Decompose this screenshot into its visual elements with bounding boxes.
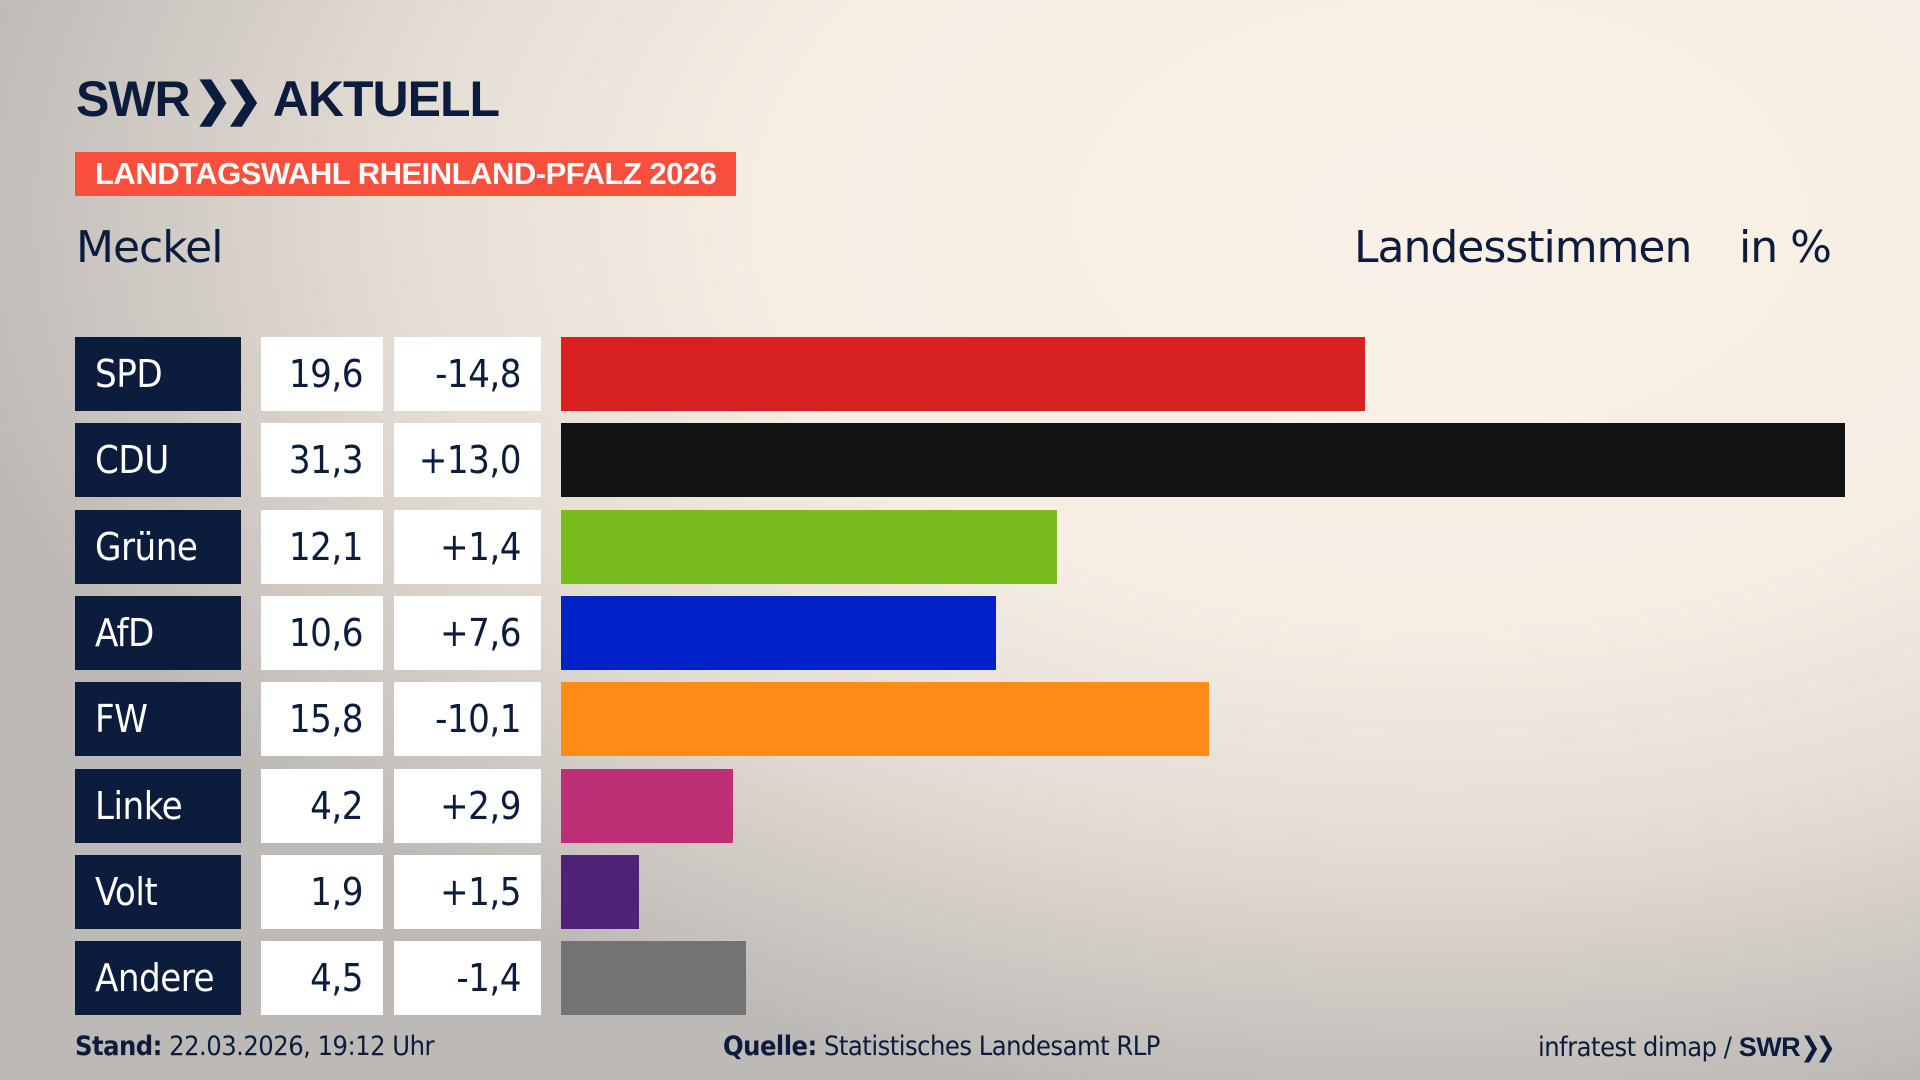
measure-label: Landesstimmen (1354, 222, 1692, 273)
party-label: CDU (75, 423, 241, 498)
quelle-label: Quelle: (723, 1031, 817, 1062)
diff-label: -10,1 (394, 682, 541, 757)
swr-aktuell-logo: SWR ❯❯ AKTUELL (76, 70, 500, 128)
value-label: 15,8 (261, 682, 383, 757)
diff-label: -1,4 (394, 941, 541, 1016)
credit-text: infratest dimap / (1538, 1032, 1732, 1063)
bar-volt (561, 854, 639, 929)
source: Quelle: Statistisches Landesamt RLP (723, 1030, 1160, 1064)
diff-label: +1,4 (394, 509, 541, 584)
bar-grüne (561, 509, 1058, 584)
stand-label: Stand: (75, 1031, 162, 1062)
credit: infratest dimap / SWR❯❯ (1538, 1030, 1836, 1065)
party-label: FW (75, 682, 241, 757)
value-label: 4,5 (261, 941, 383, 1016)
bar-linke (561, 768, 734, 843)
party-label: AfD (75, 595, 241, 670)
swr-small-logo: SWR (1738, 1032, 1801, 1062)
value-label: 4,2 (261, 768, 383, 843)
party-label: Andere (75, 941, 241, 1016)
party-label: Grüne (75, 509, 241, 584)
bar-fw (561, 682, 1210, 757)
diff-label: +7,6 (394, 595, 541, 670)
value-label: 19,6 (261, 337, 383, 411)
bar-andere (561, 941, 746, 1016)
unit-label: in % (1739, 222, 1832, 273)
election-banner: LANDTAGSWAHL RHEINLAND-PFALZ 2026 (75, 152, 737, 196)
chevrons-icon: ❯❯ (193, 73, 263, 125)
value-label: 12,1 (261, 509, 383, 584)
party-label: Linke (75, 768, 241, 843)
location-title: Meckel (76, 222, 223, 273)
value-label: 10,6 (261, 595, 383, 670)
diff-label: +1,5 (394, 854, 541, 929)
bar-cdu (561, 423, 1845, 498)
logo-aktuell: AKTUELL (272, 71, 500, 127)
stand-value: 22.03.2026, 19:12 Uhr (169, 1031, 434, 1062)
quelle-value: Statistisches Landesamt RLP (823, 1031, 1160, 1062)
diff-label: +2,9 (394, 768, 541, 843)
value-label: 31,3 (261, 423, 383, 498)
party-label: Volt (75, 854, 241, 929)
diff-label: +13,0 (394, 423, 541, 498)
logo-swr: SWR (76, 71, 191, 127)
value-label: 1,9 (261, 854, 383, 929)
bar-spd (561, 337, 1366, 411)
bar-afd (561, 595, 996, 670)
diff-label: -14,8 (394, 337, 541, 411)
party-label: SPD (75, 337, 241, 411)
chevrons-icon: ❯❯ (1800, 1032, 1836, 1063)
timestamp: Stand: 22.03.2026, 19:12 Uhr (75, 1030, 434, 1064)
